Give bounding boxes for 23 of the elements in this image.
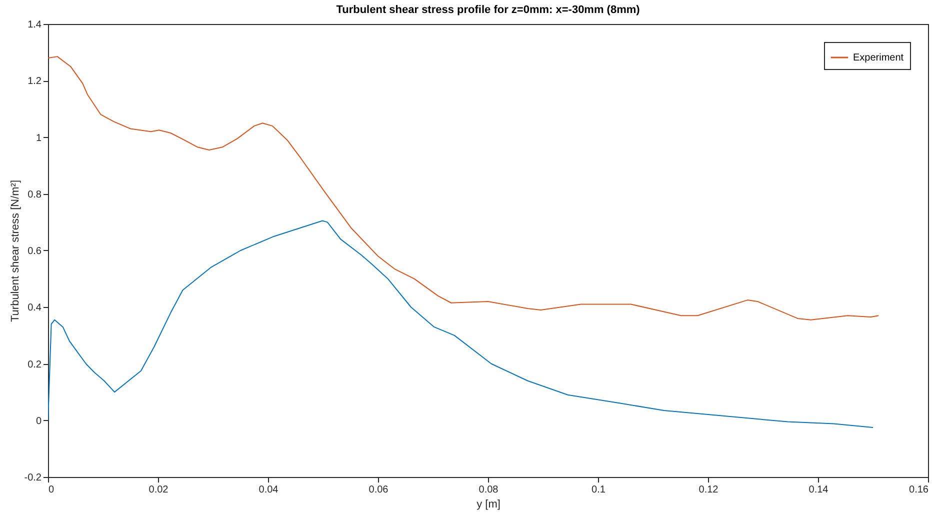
x-tick-label: 0.04 — [258, 484, 279, 496]
legend-label: Experiment — [853, 52, 904, 64]
y-tick-label: 1.2 — [28, 76, 42, 88]
x-tick-label: 0.14 — [808, 484, 829, 496]
y-tick-label: 1.4 — [28, 20, 42, 30]
y-axis-title: Turbulent shear stress [N/m²] — [9, 180, 22, 322]
x-tick-label: 0.12 — [698, 484, 719, 496]
y-tick-label: 0.8 — [28, 189, 42, 200]
x-tick-label: 0.08 — [478, 484, 499, 496]
y-tick-label: 0.6 — [28, 246, 42, 257]
x-tick-label: 0.06 — [368, 484, 389, 496]
x-tick-label: 0 — [48, 484, 54, 496]
y-tick-label: 1 — [36, 132, 42, 144]
chart-title: Turbulent shear stress profile for z=0mm: x=-30mm (8mm) — [336, 4, 640, 16]
y-tick-label: 0.4 — [28, 302, 42, 314]
y-tick-label: -0.2 — [24, 472, 42, 484]
line-series — [48, 220, 874, 428]
x-tick-label: 0.16 — [909, 484, 929, 496]
x-tick-label: 0.02 — [148, 484, 169, 496]
y-tick-label: 0.2 — [28, 359, 42, 370]
y-tick-label: 0 — [36, 416, 42, 427]
x-tick-label: 0.1 — [592, 484, 606, 496]
x-axis-title: y [m] — [476, 498, 500, 510]
